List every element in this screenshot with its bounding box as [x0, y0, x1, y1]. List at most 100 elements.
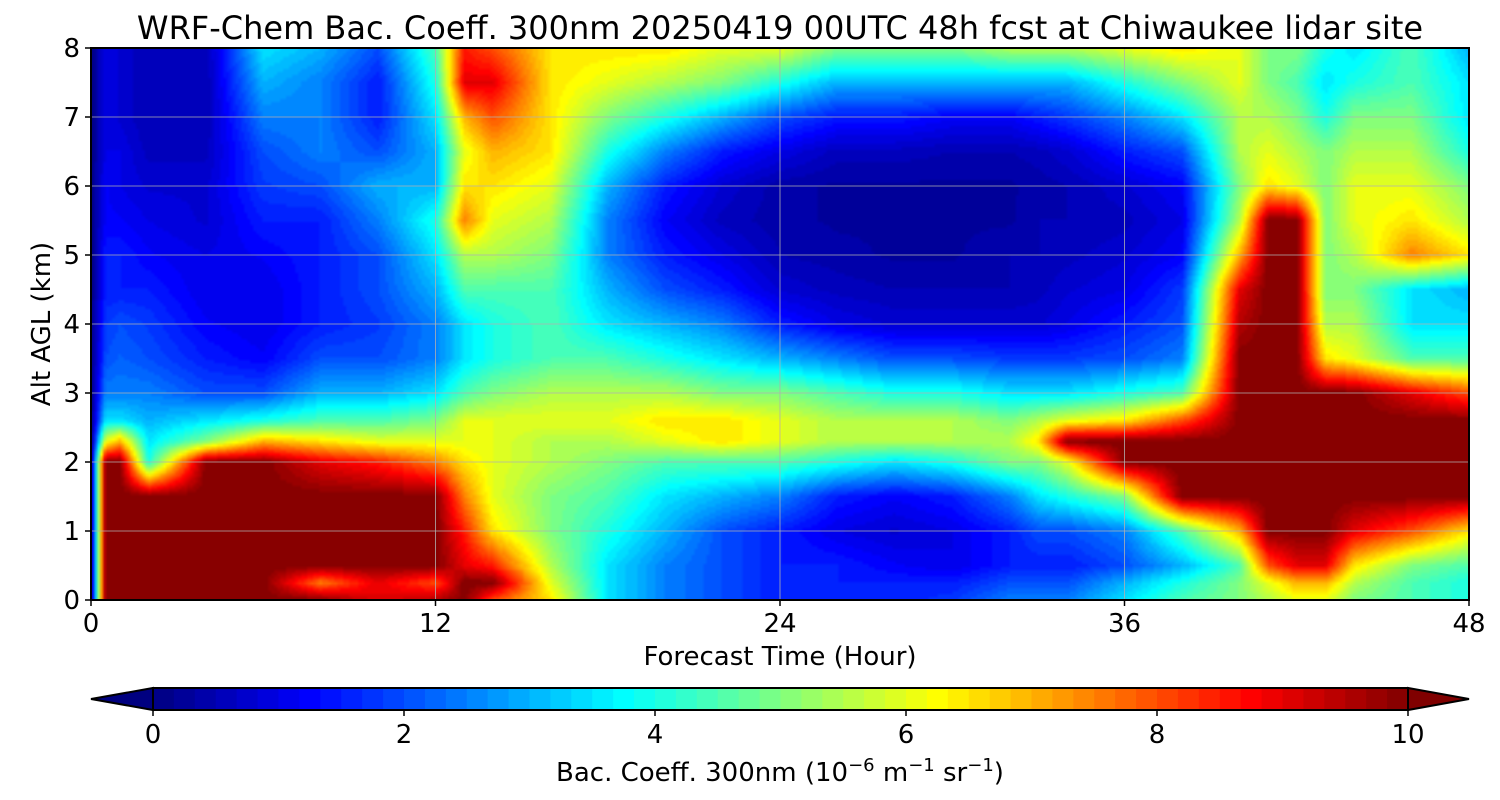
colorbar-band — [257, 688, 280, 710]
colorbar-band — [1177, 688, 1200, 710]
colorbar-band — [1073, 688, 1095, 710]
colorbar-band — [864, 688, 886, 710]
colorbar: 0 2 4 6 8 10 Bac. Coeff. 300nm (10−6 m−1 sr−1… — [90, 686, 1470, 789]
colorbar-band — [885, 688, 907, 710]
colorbar-band — [1345, 688, 1367, 710]
colorbar-band — [278, 688, 301, 710]
colorbar-label-mid2: sr — [935, 758, 968, 788]
y-tick-label: 5 — [63, 241, 80, 271]
colorbar-band — [801, 688, 823, 710]
y-tick-label: 4 — [63, 310, 80, 340]
colorbar-band — [173, 688, 196, 710]
colorbar-band — [236, 688, 259, 710]
colorbar-band — [843, 688, 865, 710]
colorbar-band — [947, 688, 970, 710]
x-axis: 0 12 24 36 48 — [83, 600, 1486, 639]
colorbar-band — [655, 688, 677, 710]
y-tick-label: 1 — [63, 517, 80, 547]
colorbar-band — [1387, 688, 1409, 710]
colorbar-band — [1010, 688, 1033, 710]
colorbar-band — [1094, 688, 1116, 710]
colorbar-band — [362, 688, 384, 710]
colorbar-band — [1031, 688, 1054, 710]
chart-title: WRF-Chem Bac. Coeff. 300nm 20250419 00UT… — [137, 9, 1423, 47]
colorbar-band — [404, 688, 426, 710]
colorbar-label-main: Bac. Coeff. 300nm (10 — [556, 758, 848, 788]
colorbar-band — [424, 688, 447, 710]
colorbar-band — [759, 688, 782, 710]
colorbar-band — [1261, 688, 1284, 710]
y-tick-label: 0 — [63, 586, 80, 616]
colorbar-band — [215, 688, 238, 710]
colorbar-band — [1240, 688, 1263, 710]
colorbar-band — [1115, 688, 1137, 710]
colorbar-band — [153, 688, 175, 710]
colorbar-band — [906, 688, 928, 710]
colorbar-band — [487, 688, 510, 710]
colorbar-tick-label: 4 — [647, 720, 664, 750]
colorbar-band — [341, 688, 363, 710]
y-tick-label: 8 — [63, 34, 80, 64]
x-tick-label: 12 — [419, 609, 452, 639]
colorbar-band — [822, 688, 844, 710]
x-tick-label: 24 — [763, 609, 796, 639]
colorbar-label-exp1: −6 — [848, 755, 875, 776]
y-tick-label: 3 — [63, 379, 80, 409]
colorbar-extend-min — [90, 686, 154, 712]
colorbar-band — [1303, 688, 1325, 710]
colorbar-band — [194, 688, 217, 710]
colorbar-tick-label: 2 — [396, 720, 413, 750]
x-tick-label: 36 — [1108, 609, 1141, 639]
y-tick-label: 2 — [63, 448, 80, 478]
x-axis-label: Forecast Time (Hour) — [643, 642, 916, 672]
colorbar-band — [1219, 688, 1242, 710]
colorbar-label-mid: m — [875, 758, 909, 788]
colorbar-band — [634, 688, 656, 710]
x-tick-label: 0 — [83, 609, 100, 639]
colorbar-band — [508, 688, 531, 710]
colorbar-gradient — [153, 688, 1409, 710]
x-tick-label: 48 — [1452, 609, 1485, 639]
colorbar-band — [780, 688, 803, 710]
colorbar-band — [445, 688, 468, 710]
colorbar-band — [529, 688, 552, 710]
colorbar-band — [696, 688, 719, 710]
colorbar-label: Bac. Coeff. 300nm (10−6 m−1 sr−1) — [556, 755, 1004, 789]
colorbar-extend-max — [1407, 686, 1470, 712]
colorbar-tick-label: 8 — [1149, 720, 1166, 750]
colorbar-band — [592, 688, 614, 710]
colorbar-band — [926, 688, 949, 710]
colorbar-band — [383, 688, 405, 710]
colorbar-band — [571, 688, 593, 710]
colorbar-tick-label: 6 — [898, 720, 915, 750]
colorbar-band — [1157, 688, 1179, 710]
colorbar-frame — [152, 687, 1409, 711]
colorbar-band — [675, 688, 698, 710]
colorbar-band — [738, 688, 761, 710]
y-axis: 0 1 2 3 4 5 6 7 8 — [63, 34, 91, 616]
colorbar-band — [466, 688, 489, 710]
colorbar-band — [1198, 688, 1221, 710]
y-axis-label: Alt AGL (km) — [27, 242, 57, 406]
colorbar-label-end: ) — [994, 758, 1004, 788]
y-tick-label: 7 — [63, 103, 80, 133]
colorbar-band — [968, 688, 991, 710]
colorbar-label-exp2: −1 — [908, 755, 935, 776]
colorbar-ticks: 0 2 4 6 8 10 — [145, 710, 1425, 750]
colorbar-band — [1282, 688, 1305, 710]
colorbar-band — [1136, 688, 1158, 710]
colorbar-tick-label: 0 — [145, 720, 162, 750]
colorbar-band — [320, 688, 342, 710]
colorbar-band — [299, 688, 321, 710]
colorbar-band — [1324, 688, 1346, 710]
colorbar-band — [717, 688, 740, 710]
colorbar-band — [1052, 688, 1074, 710]
colorbar-tick-label: 10 — [1391, 720, 1424, 750]
colorbar-band — [989, 688, 1012, 710]
colorbar-band — [613, 688, 635, 710]
colorbar-band — [1366, 688, 1388, 710]
y-tick-label: 6 — [63, 172, 80, 202]
colorbar-label-exp3: −1 — [967, 755, 994, 776]
colorbar-band — [550, 688, 572, 710]
